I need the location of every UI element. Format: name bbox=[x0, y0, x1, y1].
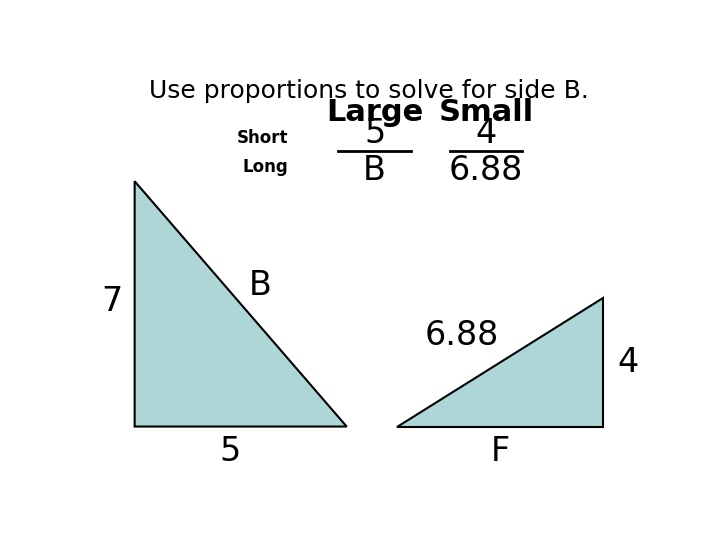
Text: Short: Short bbox=[237, 129, 288, 146]
Text: 5: 5 bbox=[219, 435, 240, 468]
Text: 6.88: 6.88 bbox=[449, 154, 523, 187]
Text: Large: Large bbox=[326, 98, 423, 127]
Text: 6.88: 6.88 bbox=[425, 319, 499, 352]
Polygon shape bbox=[397, 298, 603, 427]
Text: Long: Long bbox=[243, 158, 288, 176]
Text: Small: Small bbox=[438, 98, 534, 127]
Text: 7: 7 bbox=[101, 285, 122, 318]
Text: F: F bbox=[490, 435, 510, 468]
Text: 4: 4 bbox=[475, 117, 497, 150]
Text: B: B bbox=[249, 269, 272, 302]
Text: 4: 4 bbox=[617, 346, 639, 379]
Polygon shape bbox=[135, 181, 347, 427]
Text: 5: 5 bbox=[364, 117, 385, 150]
Text: B: B bbox=[363, 154, 386, 187]
Text: Use proportions to solve for side B.: Use proportions to solve for side B. bbox=[149, 79, 589, 103]
